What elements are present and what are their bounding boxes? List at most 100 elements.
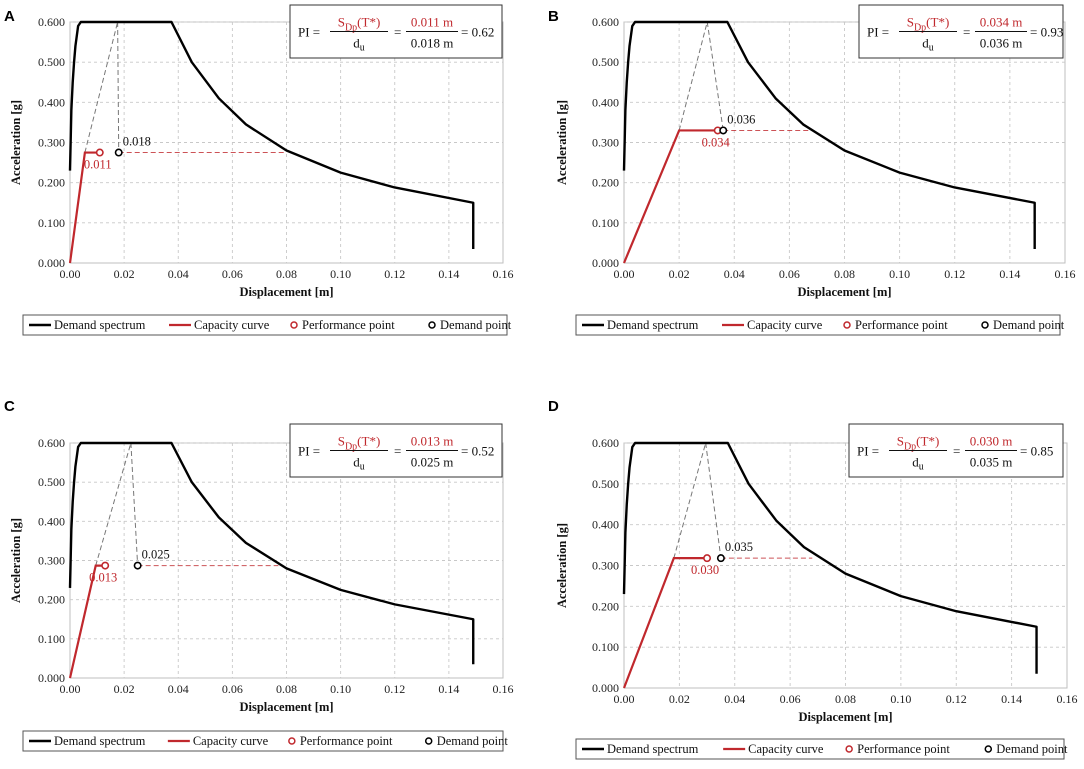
x-tick-label: 0.14 xyxy=(438,267,459,281)
x-tick-label: 0.08 xyxy=(276,682,297,696)
legend-frame xyxy=(22,314,508,336)
legend: Demand spectrum Capacity curve Performance… xyxy=(22,730,509,752)
performance-point-marker xyxy=(703,554,712,563)
x-axis-title: Displacement [m] xyxy=(798,710,892,724)
performance-point-label: 0.013 xyxy=(89,571,117,585)
pi-denominator-symbol: du xyxy=(353,455,365,473)
x-tick-label: 0.14 xyxy=(438,682,459,696)
x-tick-label: 0.00 xyxy=(60,267,81,281)
construction-line xyxy=(706,21,724,131)
legend: Demand spectrum Capacity curve Performance… xyxy=(575,738,1068,760)
capacity-curve-line xyxy=(68,151,100,264)
legend-frame xyxy=(22,730,504,752)
x-tick-label: 0.16 xyxy=(1055,267,1076,281)
pi-equals: = xyxy=(394,444,401,459)
pi-formula-box: PI = SDp(T*) du = 0.013 m 0.025 m = 0.52 xyxy=(289,423,503,478)
pi-result: = 0.85 xyxy=(1020,444,1053,459)
legend-swatch-performance-point xyxy=(290,321,298,329)
legend: Demand spectrum Capacity curve Performance… xyxy=(22,314,512,336)
x-tick-label: 0.04 xyxy=(168,682,189,696)
pi-numerator-value: 0.030 m xyxy=(970,434,1013,449)
pi-formula-frame xyxy=(289,423,503,478)
x-tick-label: 0.10 xyxy=(889,267,910,281)
x-axis-title: Displacement [m] xyxy=(797,285,891,299)
x-tick-label: 0.04 xyxy=(168,267,189,281)
x-tick-label: 0.12 xyxy=(944,267,965,281)
y-tick-label: 0.500 xyxy=(592,55,619,69)
x-tick-label: 0.04 xyxy=(724,692,745,706)
pi-numerator-symbol: SDp(T*) xyxy=(338,15,381,34)
legend-label-demand-spectrum: Demand spectrum xyxy=(607,742,699,756)
legend-label-performance-point: Performance point xyxy=(302,318,395,332)
panel-letter: C xyxy=(4,398,15,415)
x-tick-label: 0.16 xyxy=(493,267,514,281)
y-tick-label: 0.100 xyxy=(38,216,65,230)
pi-formula-frame xyxy=(848,423,1064,478)
performance-point-marker xyxy=(101,561,110,570)
y-tick-label: 0.600 xyxy=(38,436,65,450)
legend-swatch-performance-point xyxy=(843,321,851,329)
chart-panel-a: A 0.00 0.02 0.04 0.06 0.08 0.10 0.12 0.14 0.16 0.0… xyxy=(4,4,514,336)
legend-swatch-performance-point xyxy=(288,737,296,745)
x-tick-label: 0.10 xyxy=(330,682,351,696)
construction-line xyxy=(117,21,120,153)
legend-label-capacity-curve: Capacity curve xyxy=(194,318,270,332)
x-tick-label: 0.04 xyxy=(724,267,745,281)
x-tick-label: 0.12 xyxy=(946,692,967,706)
y-tick-label: 0.600 xyxy=(592,15,619,29)
y-tick-label: 0.500 xyxy=(38,475,65,489)
x-tick-label: 0.12 xyxy=(384,682,405,696)
pi-formula-frame xyxy=(289,4,503,59)
construction-line xyxy=(673,442,707,559)
legend-label-performance-point: Performance point xyxy=(855,318,948,332)
y-tick-label: 0.200 xyxy=(592,599,619,613)
y-tick-label: 0.300 xyxy=(38,554,65,568)
demand-spectrum-line xyxy=(622,20,1036,249)
legend: Demand spectrum Capacity curve Performance… xyxy=(575,314,1065,336)
legend-swatch-demand-point xyxy=(428,321,436,329)
y-axis-title: Acceleration [g] xyxy=(9,518,23,603)
x-tick-label: 0.02 xyxy=(669,692,690,706)
y-tick-label: 0.300 xyxy=(592,136,619,150)
pi-result: = 0.52 xyxy=(461,444,494,459)
chart-panel-b: B 0.00 0.02 0.04 0.06 0.08 0.10 0.12 0.14 0.16 0.0… xyxy=(548,4,1076,336)
pi-denominator-symbol: du xyxy=(922,36,934,54)
pi-denominator-value: 0.036 m xyxy=(980,36,1023,51)
y-axis-title: Acceleration [g] xyxy=(9,100,23,185)
x-tick-label: 0.16 xyxy=(493,682,514,696)
legend-label-demand-spectrum: Demand spectrum xyxy=(607,318,699,332)
capacity-curve-line xyxy=(622,557,708,689)
demand-spectrum-line xyxy=(68,441,475,665)
y-tick-label: 0.300 xyxy=(38,136,65,150)
demand-point-marker xyxy=(114,148,123,157)
x-tick-label: 0.00 xyxy=(614,692,635,706)
x-tick-label: 0.06 xyxy=(780,692,801,706)
x-tick-label: 0.00 xyxy=(60,682,81,696)
construction-line xyxy=(678,21,708,131)
pi-formula-frame xyxy=(858,4,1064,59)
legend-label-capacity-curve: Capacity curve xyxy=(747,318,823,332)
pi-numerator-symbol: SDp(T*) xyxy=(338,434,381,453)
x-tick-label: 0.00 xyxy=(614,267,635,281)
legend-label-demand-point: Demand point xyxy=(437,734,509,748)
performance-point-label: 0.030 xyxy=(691,563,719,577)
pi-equals: = xyxy=(953,444,960,459)
pi-denominator-value: 0.035 m xyxy=(970,455,1013,470)
performance-point-label: 0.034 xyxy=(702,135,731,149)
x-tick-label: 0.06 xyxy=(779,267,800,281)
panel-letter: A xyxy=(4,8,15,25)
x-tick-label: 0.08 xyxy=(276,267,297,281)
y-axis-title: Acceleration [g] xyxy=(555,100,569,185)
construction-line xyxy=(84,21,119,153)
demand-point-label: 0.018 xyxy=(123,135,151,149)
legend-label-performance-point: Performance point xyxy=(857,742,950,756)
legend-label-demand-spectrum: Demand spectrum xyxy=(54,734,146,748)
legend-label-demand-spectrum: Demand spectrum xyxy=(54,318,146,332)
pi-result: = 0.62 xyxy=(461,25,494,40)
pi-formula-box: PI = SDp(T*) du = 0.034 m 0.036 m = 0.93 xyxy=(858,4,1064,59)
legend-label-capacity-curve: Capacity curve xyxy=(748,742,824,756)
performance-point-marker xyxy=(95,148,104,157)
y-tick-label: 0.200 xyxy=(592,176,619,190)
y-tick-label: 0.600 xyxy=(38,15,65,29)
